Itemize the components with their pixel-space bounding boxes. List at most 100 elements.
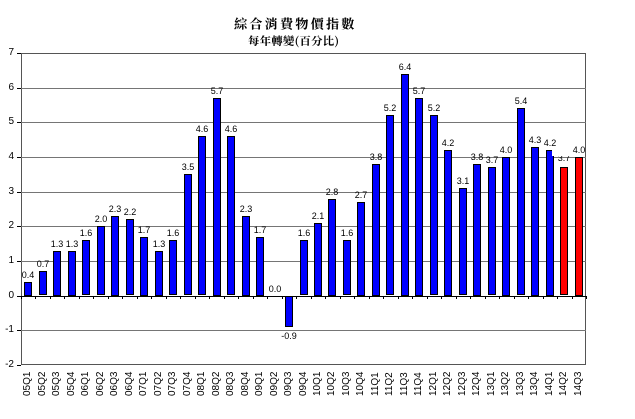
x-axis-label: 13Q4 (529, 371, 540, 396)
x-axis-label: 06Q2 (95, 371, 106, 396)
x-axis-tick (470, 296, 471, 299)
chart-subtitle-glyphs (247, 35, 338, 48)
bar (415, 98, 423, 296)
x-axis-tick (572, 296, 573, 299)
x-axis-label: 10Q1 (312, 371, 323, 396)
x-axis-tick (485, 296, 486, 299)
x-axis-tick (151, 296, 152, 299)
bar (155, 251, 163, 296)
x-axis-label: 05Q4 (66, 371, 77, 396)
x-axis-tick (456, 296, 457, 299)
chart-subtitle: 每年轉變(百分比) (247, 35, 339, 48)
bar (488, 167, 496, 295)
bar-value-label: 1.3 (152, 239, 166, 249)
bar (285, 296, 293, 327)
bar (314, 223, 322, 296)
x-axis-tick (311, 296, 312, 299)
bar (68, 251, 76, 296)
y-axis-label: 2 (8, 220, 14, 231)
bar-value-label: 3.8 (369, 152, 383, 162)
bar-value-label: 2.8 (325, 187, 339, 197)
y-axis-label: -1 (5, 324, 14, 335)
bar-value-label: -0.9 (281, 331, 297, 341)
y-axis-label: 1 (8, 255, 14, 266)
x-axis-tick (238, 296, 239, 299)
bar-value-label: 1.6 (340, 228, 354, 238)
x-axis-label: 09Q2 (269, 371, 280, 396)
x-axis-label: 08Q1 (196, 371, 207, 396)
bar-value-label: 4.3 (528, 135, 542, 145)
bar-value-label: 0.7 (36, 259, 50, 269)
x-axis-label: 12Q4 (471, 371, 482, 396)
x-axis-tick (253, 296, 254, 299)
x-axis-tick (64, 296, 65, 299)
bar (198, 136, 206, 295)
bar-value-label: 2.7 (354, 190, 368, 200)
x-axis-tick (93, 296, 94, 299)
bar (546, 150, 554, 296)
bar-value-label: 1.7 (137, 225, 151, 235)
x-axis-label: 08Q3 (225, 371, 236, 396)
x-axis-label: 12Q3 (457, 371, 468, 396)
bar (575, 157, 583, 296)
x-axis-tick (108, 296, 109, 299)
y-axis-label: 3 (8, 186, 14, 197)
x-axis-label: 09Q3 (283, 371, 294, 396)
y-axis-tick (17, 261, 21, 262)
bar-value-label: 5.7 (210, 86, 224, 96)
x-axis-tick (267, 296, 268, 299)
gridline (21, 226, 586, 227)
x-axis-tick (35, 296, 36, 299)
bar-value-label: 1.6 (79, 228, 93, 238)
bar-value-label: 3.1 (456, 176, 470, 186)
bar-value-label: 1.7 (253, 225, 267, 235)
y-axis-label: -2 (5, 359, 14, 370)
x-axis-tick (557, 296, 558, 299)
bar-value-label: 0.4 (21, 270, 35, 280)
chart-title-text: 綜合消費物價指數 (234, 17, 338, 36)
y-axis-label: 6 (8, 82, 14, 93)
bar-value-label: 4.0 (499, 145, 513, 155)
bar (357, 202, 365, 296)
gridline (21, 88, 586, 89)
y-axis-label: 4 (8, 151, 14, 162)
bar-value-label: 4.6 (224, 124, 238, 134)
bar (53, 251, 61, 296)
x-axis-tick (325, 296, 326, 299)
bar-value-label: 2.2 (123, 207, 137, 217)
x-axis-tick (21, 296, 22, 299)
y-axis-tick (17, 365, 21, 366)
x-axis-tick (441, 296, 442, 299)
x-axis-tick (543, 296, 544, 299)
x-axis-label: 05Q2 (37, 371, 48, 396)
y-axis-tick (17, 192, 21, 193)
bar-value-label: 5.2 (383, 103, 397, 113)
bar-value-label: 4.0 (572, 145, 586, 155)
x-axis-tick (369, 296, 370, 299)
x-axis-label: 13Q2 (500, 371, 511, 396)
bar (111, 216, 119, 296)
bar-value-label: 3.7 (485, 155, 499, 165)
x-axis-tick (528, 296, 529, 299)
bar (328, 199, 336, 296)
x-axis-label: 10Q2 (326, 371, 337, 396)
x-axis-tick (122, 296, 123, 299)
bar (430, 115, 438, 295)
x-axis-label: 13Q3 (515, 371, 526, 396)
chart-subtitle-text: 每年轉變(百分比) (248, 35, 332, 51)
bar-value-label: 0.0 (268, 284, 282, 294)
bar (473, 164, 481, 296)
x-axis-label: 11Q4 (413, 372, 424, 396)
x-axis-tick (427, 296, 428, 299)
x-axis-label: 06Q4 (124, 371, 135, 396)
x-axis-tick (282, 296, 283, 299)
y-axis-tick (17, 122, 21, 123)
x-axis-label: 05Q3 (51, 371, 62, 396)
x-axis-label: 06Q3 (109, 371, 120, 396)
x-axis-tick (224, 296, 225, 299)
x-axis-tick (209, 296, 210, 299)
x-axis-label: 08Q4 (240, 371, 251, 396)
bar (126, 219, 134, 295)
bar (531, 147, 539, 296)
